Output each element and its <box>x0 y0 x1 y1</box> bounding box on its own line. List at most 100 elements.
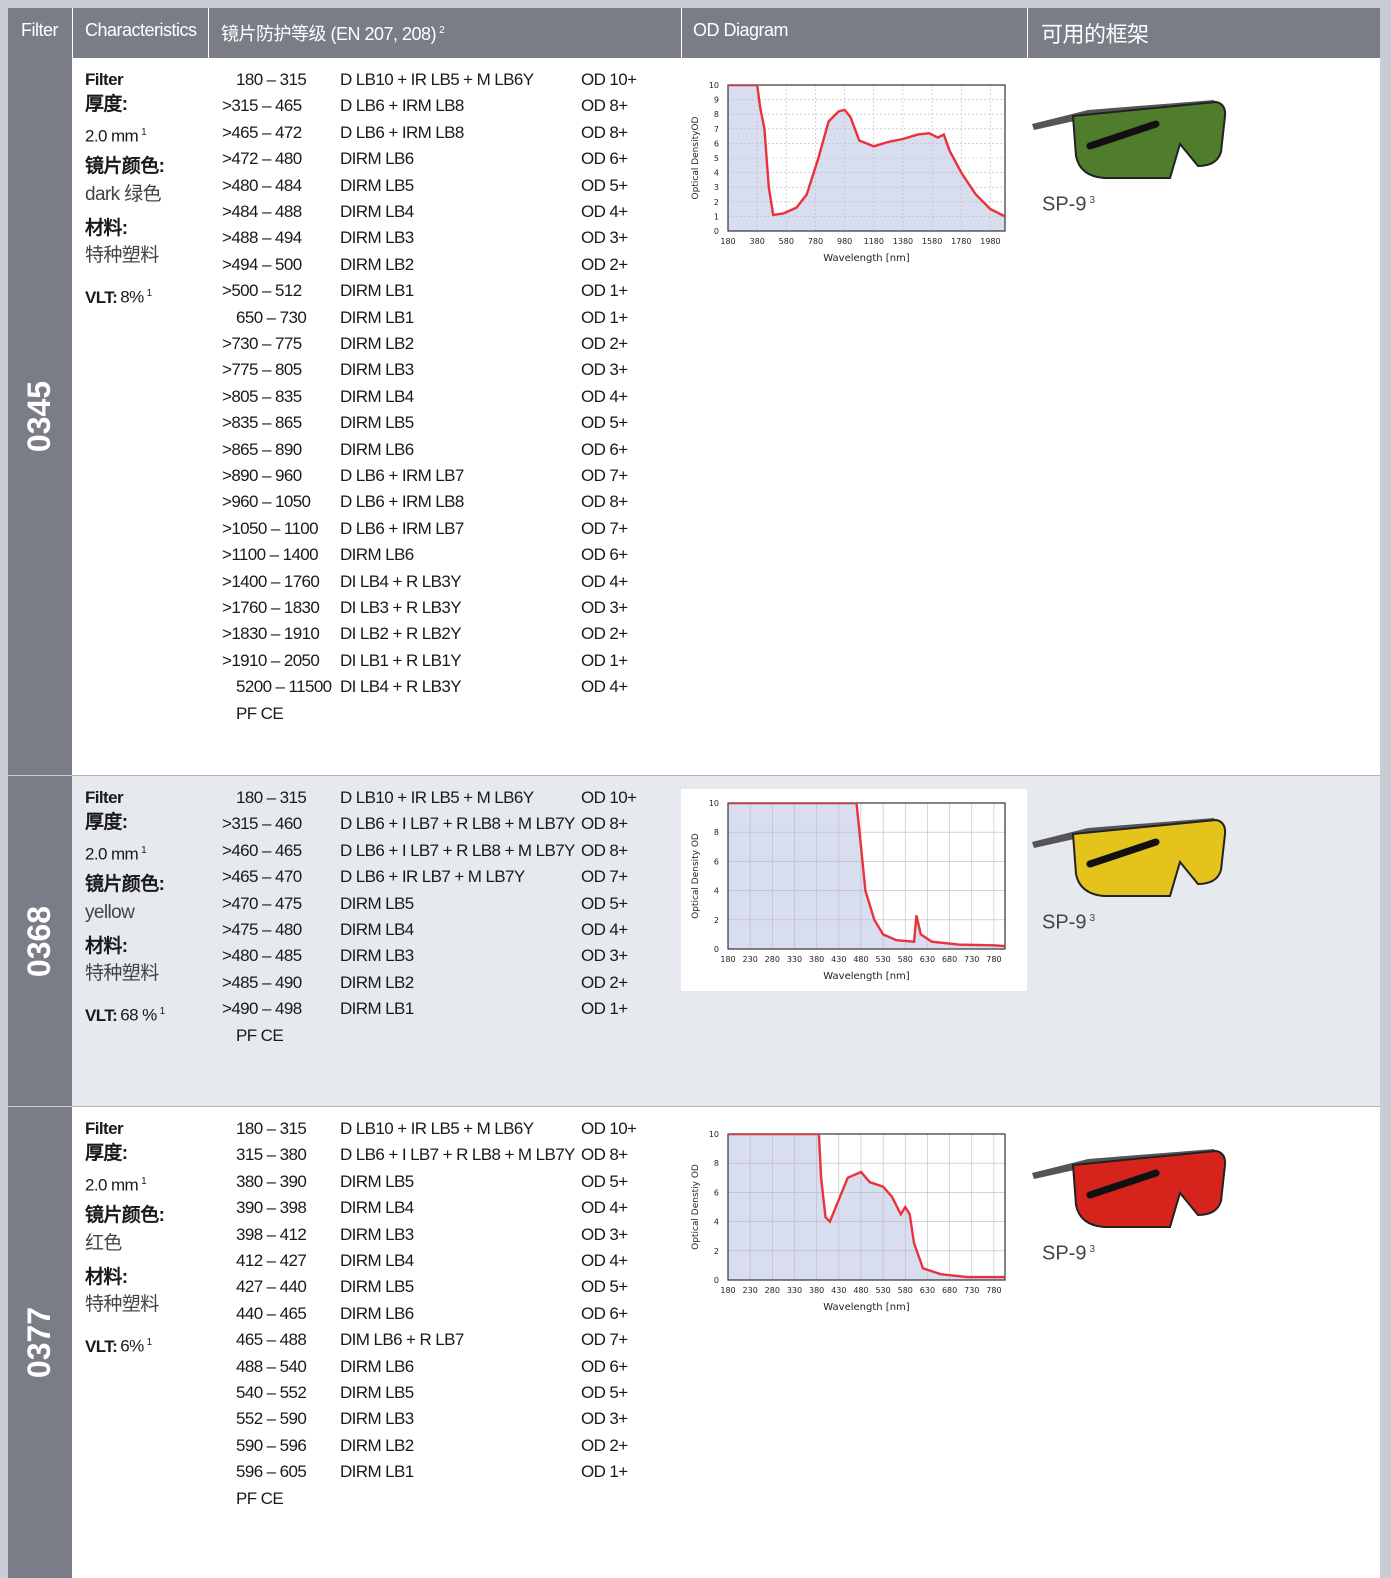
protection-code: D LB10 + IR LB5 + M LB6Y <box>340 1119 534 1139</box>
range: >488 – 494 <box>222 228 302 248</box>
protection-code-text: DIRM LB2 <box>340 254 414 274</box>
range-text: >315 – 465 <box>222 96 302 116</box>
od-level: OD 4+ <box>581 1198 628 1218</box>
od-chart: 0 1 2 3 4 5 6 7 8 9 10 180 380 580 780 980 1180 1380 1580 1… <box>681 71 1027 273</box>
note: 1 <box>141 127 147 138</box>
od-level-text: OD 2+ <box>581 254 628 274</box>
range: 5200 – 11500 <box>236 677 332 697</box>
od-level-text: OD 10+ <box>581 1119 637 1138</box>
range: >485 – 490 <box>222 973 302 993</box>
protection-code-text: DI LB4 + R LB3Y <box>340 677 462 697</box>
label: 镜片颜色: <box>85 157 165 177</box>
value-text: 特种塑料 <box>85 963 159 984</box>
od-level: OD 7+ <box>581 519 628 539</box>
protection-code-text: DIRM LB2 <box>340 1435 414 1455</box>
od-level-text: OD 4+ <box>581 677 628 697</box>
range: >1830 – 1910 <box>222 624 320 644</box>
range-text: >480 – 484 <box>222 175 302 195</box>
x-tick-label: 730 <box>964 1286 979 1295</box>
header-bar <box>8 8 1380 58</box>
range: 488 – 540 <box>236 1357 307 1377</box>
od-level: OD 3+ <box>581 946 628 966</box>
protection-code: DIRM LB4 <box>340 1198 414 1218</box>
protection-code-text: DIRM LB1 <box>340 1462 414 1482</box>
y-tick-label: 10 <box>709 1130 719 1139</box>
filter-cell <box>8 58 72 775</box>
od-level: OD 5+ <box>581 1383 628 1403</box>
range: 440 – 465 <box>236 1304 307 1324</box>
label: Filter <box>85 1119 124 1139</box>
x-tick-label: 430 <box>831 955 846 964</box>
od-level: OD 5+ <box>581 176 628 196</box>
od-level: OD 5+ <box>581 894 628 914</box>
filter-cell <box>8 776 72 1106</box>
range-text: >488 – 494 <box>222 228 302 248</box>
od-level: OD 1+ <box>581 281 628 301</box>
od-level: OD 7+ <box>581 867 628 887</box>
od-curve <box>728 803 1005 948</box>
od-level-text: OD 4+ <box>581 571 628 591</box>
od-level: OD 1+ <box>581 308 628 328</box>
od-level-text: OD 1+ <box>581 650 628 670</box>
label: Filter <box>85 70 124 90</box>
range-text: >730 – 775 <box>222 334 302 353</box>
range-text: >475 – 480 <box>222 920 302 939</box>
plot-frame <box>727 84 1006 232</box>
od-level-text: OD 8+ <box>581 122 628 142</box>
plot-frame <box>727 1133 1006 1281</box>
range: >890 – 960 <box>222 466 302 486</box>
range-text: >485 – 490 <box>222 972 302 992</box>
protection-code: DIRM LB5 <box>340 176 414 196</box>
range-text: >1830 – 1910 <box>222 624 320 644</box>
protection-code-text: DIRM LB2 <box>340 334 414 353</box>
vlt-text: 6% <box>120 1336 144 1356</box>
range: >1100 – 1400 <box>222 545 319 565</box>
od-level-text: OD 6+ <box>581 1356 628 1376</box>
goggles-image <box>1028 812 1228 902</box>
range-text: >865 – 890 <box>222 439 302 459</box>
y-tick-label: 3 <box>714 183 719 192</box>
protection-code-text: D LB6 + IRM LB7 <box>340 518 464 538</box>
protection-code: DI LB4 + R LB3Y <box>340 572 462 592</box>
header-divider <box>208 8 209 58</box>
protection-code: DIRM LB6 <box>340 149 414 169</box>
x-tick-label: 1780 <box>951 237 971 246</box>
od-level-text: OD 6+ <box>581 439 628 459</box>
x-tick-label: 630 <box>920 1286 935 1295</box>
x-tick-label: 530 <box>875 955 890 964</box>
range-text: 465 – 488 <box>236 1330 307 1350</box>
range: >315 – 460 <box>222 814 302 834</box>
protection-code-text: D LB10 + IR LB5 + M LB6Y <box>340 788 534 807</box>
x-tick-label: 380 <box>750 237 765 246</box>
label-text: Filter <box>85 1119 124 1138</box>
protection-code: DI LB1 + R LB1Y <box>340 651 462 671</box>
x-tick-label: 630 <box>920 955 935 964</box>
od-level: OD 2+ <box>581 973 628 993</box>
x-tick-label: 1980 <box>980 237 1000 246</box>
range: 596 – 605 <box>236 1462 307 1482</box>
od-level-text: OD 5+ <box>581 175 628 195</box>
od-level: OD 6+ <box>581 545 628 565</box>
note: 2 <box>439 25 445 36</box>
frame-name: SP-9 3 <box>1042 1240 1095 1264</box>
range-text: 590 – 596 <box>236 1435 307 1455</box>
y-tick-label: 6 <box>714 857 719 866</box>
value-text: 2.0 mm <box>85 1175 139 1195</box>
x-tick-label: 730 <box>964 955 979 964</box>
range: >835 – 865 <box>222 413 302 433</box>
y-tick-label: 8 <box>714 1159 719 1168</box>
protection-code: DIRM LB5 <box>340 1277 414 1297</box>
range: >960 – 1050 <box>222 492 311 512</box>
od-level-text: OD 4+ <box>581 202 628 221</box>
protection-code-text: DIRM LB5 <box>340 1171 414 1191</box>
range: >472 – 480 <box>222 149 302 169</box>
range: 465 – 488 <box>236 1330 307 1350</box>
od-level: OD 5+ <box>581 1277 628 1297</box>
note: 3 <box>1089 1244 1096 1255</box>
range: >460 – 465 <box>222 841 302 861</box>
x-tick-label: 580 <box>898 955 913 964</box>
marking-text: PF CE <box>236 1488 284 1508</box>
label: VLT: <box>85 287 118 307</box>
range-text: 540 – 552 <box>236 1383 307 1402</box>
area <box>728 803 1005 949</box>
